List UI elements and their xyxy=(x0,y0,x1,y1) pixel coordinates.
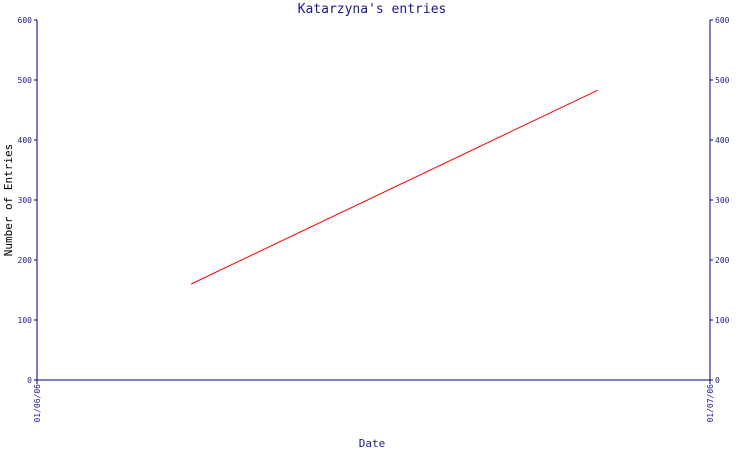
chart-title: Katarzyna's entries xyxy=(298,2,447,17)
y-tick-label-left: 500 xyxy=(18,76,33,85)
y-tick-label-left: 300 xyxy=(18,196,33,205)
series-line xyxy=(190,89,599,285)
y-tick-label-left: 0 xyxy=(27,376,32,385)
y-tick-label-right: 0 xyxy=(715,376,720,385)
y-tick-label-left: 400 xyxy=(18,136,33,145)
y-tick-label-right: 100 xyxy=(715,316,730,325)
y-tick-label-right: 200 xyxy=(715,256,730,265)
x-tick-label: 01/06/06 xyxy=(33,384,42,423)
y-tick-label-left: 200 xyxy=(18,256,33,265)
plot-area: 0 0 100 100 200 200 300 300 400 400 500 500 600 600 01… xyxy=(18,16,730,423)
y-tick-label-right: 500 xyxy=(715,76,730,85)
y-tick-label-left: 100 xyxy=(18,316,33,325)
y-tick-label-right: 300 xyxy=(715,196,730,205)
y-tick-label-right: 400 xyxy=(715,136,730,145)
y-axis-title: Number of Entries xyxy=(2,144,15,257)
x-tick-label: 01/07/06 xyxy=(706,384,715,423)
x-axis-title: Date xyxy=(359,437,386,450)
y-tick-label-left: 600 xyxy=(18,16,33,25)
y-tick-label-right: 600 xyxy=(715,16,730,25)
